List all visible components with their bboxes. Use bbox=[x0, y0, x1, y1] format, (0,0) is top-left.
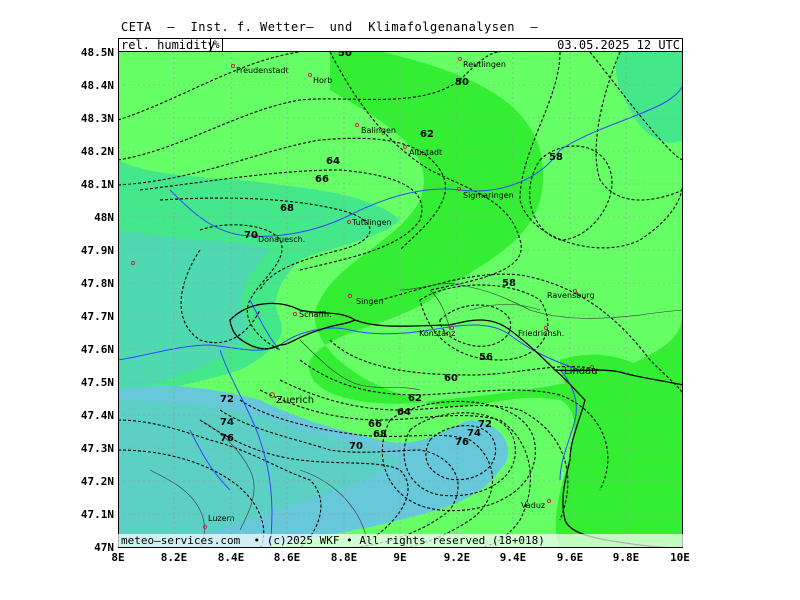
contour-label: 62 bbox=[408, 393, 422, 404]
x-tick-label: 8.2E bbox=[160, 551, 188, 564]
contour-label: 60 bbox=[444, 373, 458, 384]
y-tick-label: 48.1N bbox=[80, 178, 114, 191]
humidity-zone-teal-2 bbox=[118, 230, 270, 390]
grid-lines bbox=[118, 52, 683, 548]
y-tick-label: 48.2N bbox=[80, 145, 114, 158]
unit-label: % bbox=[210, 38, 223, 52]
city-label: Friedrichsh. bbox=[518, 329, 564, 338]
x-tick-label: 9.2E bbox=[443, 551, 471, 564]
y-tick-label: 47.4N bbox=[80, 409, 114, 422]
city-label: Lindau bbox=[564, 366, 598, 377]
contour-label: 66 bbox=[368, 419, 382, 430]
y-tick-label: 47N bbox=[94, 541, 114, 554]
city-label: Zuerich bbox=[276, 395, 314, 406]
contour-label: 76 bbox=[455, 437, 469, 448]
contour-label: 72 bbox=[220, 394, 234, 405]
city-label: Tuttlingen bbox=[351, 218, 392, 227]
isolines bbox=[118, 51, 683, 548]
y-tick-label: 47.9N bbox=[80, 244, 114, 257]
map-title: CETA – Inst. f. Wetter– und Klimafolgena… bbox=[121, 20, 539, 34]
header-strip bbox=[118, 38, 683, 52]
y-tick-label: 47.5N bbox=[80, 376, 114, 389]
contour-label: 50 bbox=[455, 77, 469, 88]
contour-label: 64 bbox=[326, 156, 340, 167]
city-label: Balingen bbox=[361, 126, 396, 135]
contour-label: 58 bbox=[502, 278, 516, 289]
city-label: Schaffh. bbox=[299, 310, 332, 319]
x-tick-label: 9.4E bbox=[499, 551, 527, 564]
x-tick-label: 9E bbox=[393, 551, 407, 564]
valid-time: 03.05.2025 12 UTC bbox=[557, 38, 680, 52]
y-tick-label: 47.6N bbox=[80, 343, 114, 356]
city-label: Albstadt bbox=[409, 148, 442, 157]
y-tick-label: 48.5N bbox=[80, 46, 114, 59]
x-tick-label: 9.8E bbox=[612, 551, 640, 564]
copyright-credit: meteo–services.com • (c)2025 WKF • All r… bbox=[121, 534, 545, 547]
y-tick-label: 47.3N bbox=[80, 442, 114, 455]
city-markers bbox=[130, 56, 595, 530]
y-tick-label: 48.4N bbox=[80, 79, 114, 92]
x-tick-label: 8E bbox=[111, 551, 125, 564]
map-frame bbox=[118, 38, 683, 548]
city-label: Luzern bbox=[208, 514, 235, 523]
city-label: Reutlingen bbox=[463, 60, 506, 69]
city-label: Sigmaringen bbox=[463, 191, 514, 200]
x-tick-label: 9.6E bbox=[556, 551, 584, 564]
contour-label: 74 bbox=[220, 417, 234, 428]
parameter-label: rel. humidity bbox=[121, 38, 215, 52]
y-tick-label: 47.2N bbox=[80, 475, 114, 488]
contour-label: 56 bbox=[479, 352, 493, 363]
contour-label: 66 bbox=[315, 174, 329, 185]
city-labels: Freudenstadt Horb Reutlingen Balingen Al… bbox=[208, 60, 598, 523]
contour-label: 64 bbox=[397, 407, 411, 418]
city-label: Ravensburg bbox=[547, 291, 595, 300]
footer-strip bbox=[118, 534, 683, 547]
city-label: Konstanz bbox=[419, 329, 455, 338]
y-tick-label: 48N bbox=[94, 211, 114, 224]
y-tick-label: 47.1N bbox=[80, 508, 114, 521]
contour-label: 76 bbox=[220, 433, 234, 444]
admin-lines bbox=[149, 283, 683, 548]
x-tick-label: 10E bbox=[670, 551, 690, 564]
x-tick-label: 8.8E bbox=[330, 551, 358, 564]
contour-label: 70 bbox=[244, 230, 258, 241]
city-label: Singen bbox=[356, 297, 383, 306]
contour-label: 70 bbox=[349, 441, 363, 452]
contour-label: 68 bbox=[373, 429, 387, 440]
humidity-zone-ne bbox=[615, 52, 683, 143]
x-tick-label: 8.6E bbox=[273, 551, 301, 564]
humidity-zone-teal-s bbox=[118, 400, 400, 548]
city-label: Vaduz bbox=[521, 501, 545, 510]
y-tick-label: 47.8N bbox=[80, 277, 114, 290]
contour-label: 50 bbox=[338, 48, 352, 59]
contour-label: 72 bbox=[478, 419, 492, 430]
contour-label: 74 bbox=[467, 428, 481, 439]
city-label: Horb bbox=[313, 76, 332, 85]
humidity-zone-green bbox=[309, 40, 683, 548]
city-label: Donauesch. bbox=[258, 235, 305, 244]
contour-label: 58 bbox=[549, 152, 563, 163]
humidity-zone-green-2 bbox=[560, 354, 683, 548]
x-tick-label: 8.4E bbox=[217, 551, 245, 564]
y-tick-label: 47.7N bbox=[80, 310, 114, 323]
city-label: Freudenstadt bbox=[236, 66, 289, 75]
contour-label: 62 bbox=[420, 129, 434, 140]
y-tick-label: 48.3N bbox=[80, 112, 114, 125]
